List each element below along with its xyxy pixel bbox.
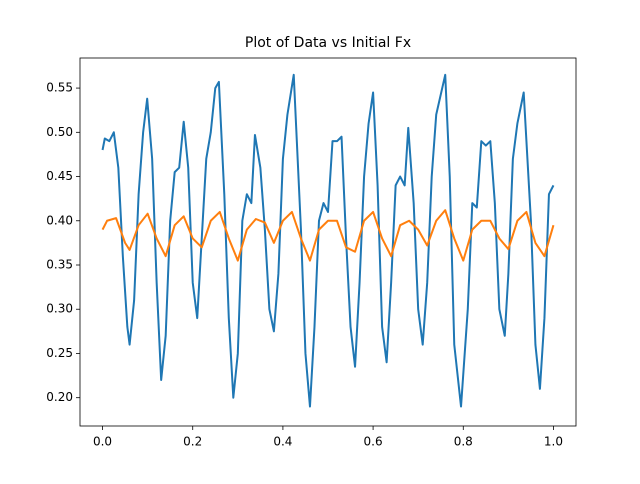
x-tick-label: 1.0 <box>544 435 563 449</box>
data-line <box>101 73 555 408</box>
y-tick-label: 0.30 <box>46 302 73 316</box>
y-tick-label: 0.55 <box>46 81 73 95</box>
x-tick-label: 0.6 <box>364 435 383 449</box>
chart-title: Plot of Data vs Initial Fx <box>245 35 411 51</box>
y-tick-label: 0.25 <box>46 346 73 360</box>
x-tick-label: 0.0 <box>93 435 112 449</box>
x-tick-label: 0.2 <box>183 435 202 449</box>
y-tick-label: 0.50 <box>46 125 73 139</box>
plot-frame <box>79 57 577 427</box>
y-tick-label: 0.35 <box>46 258 73 272</box>
data-line <box>101 209 555 262</box>
y-tick-label: 0.40 <box>46 213 73 227</box>
y-tick-label: 0.45 <box>46 169 73 183</box>
x-tick-label: 0.4 <box>273 435 292 449</box>
x-tick-label: 0.8 <box>454 435 473 449</box>
y-tick-label: 0.20 <box>46 390 73 404</box>
